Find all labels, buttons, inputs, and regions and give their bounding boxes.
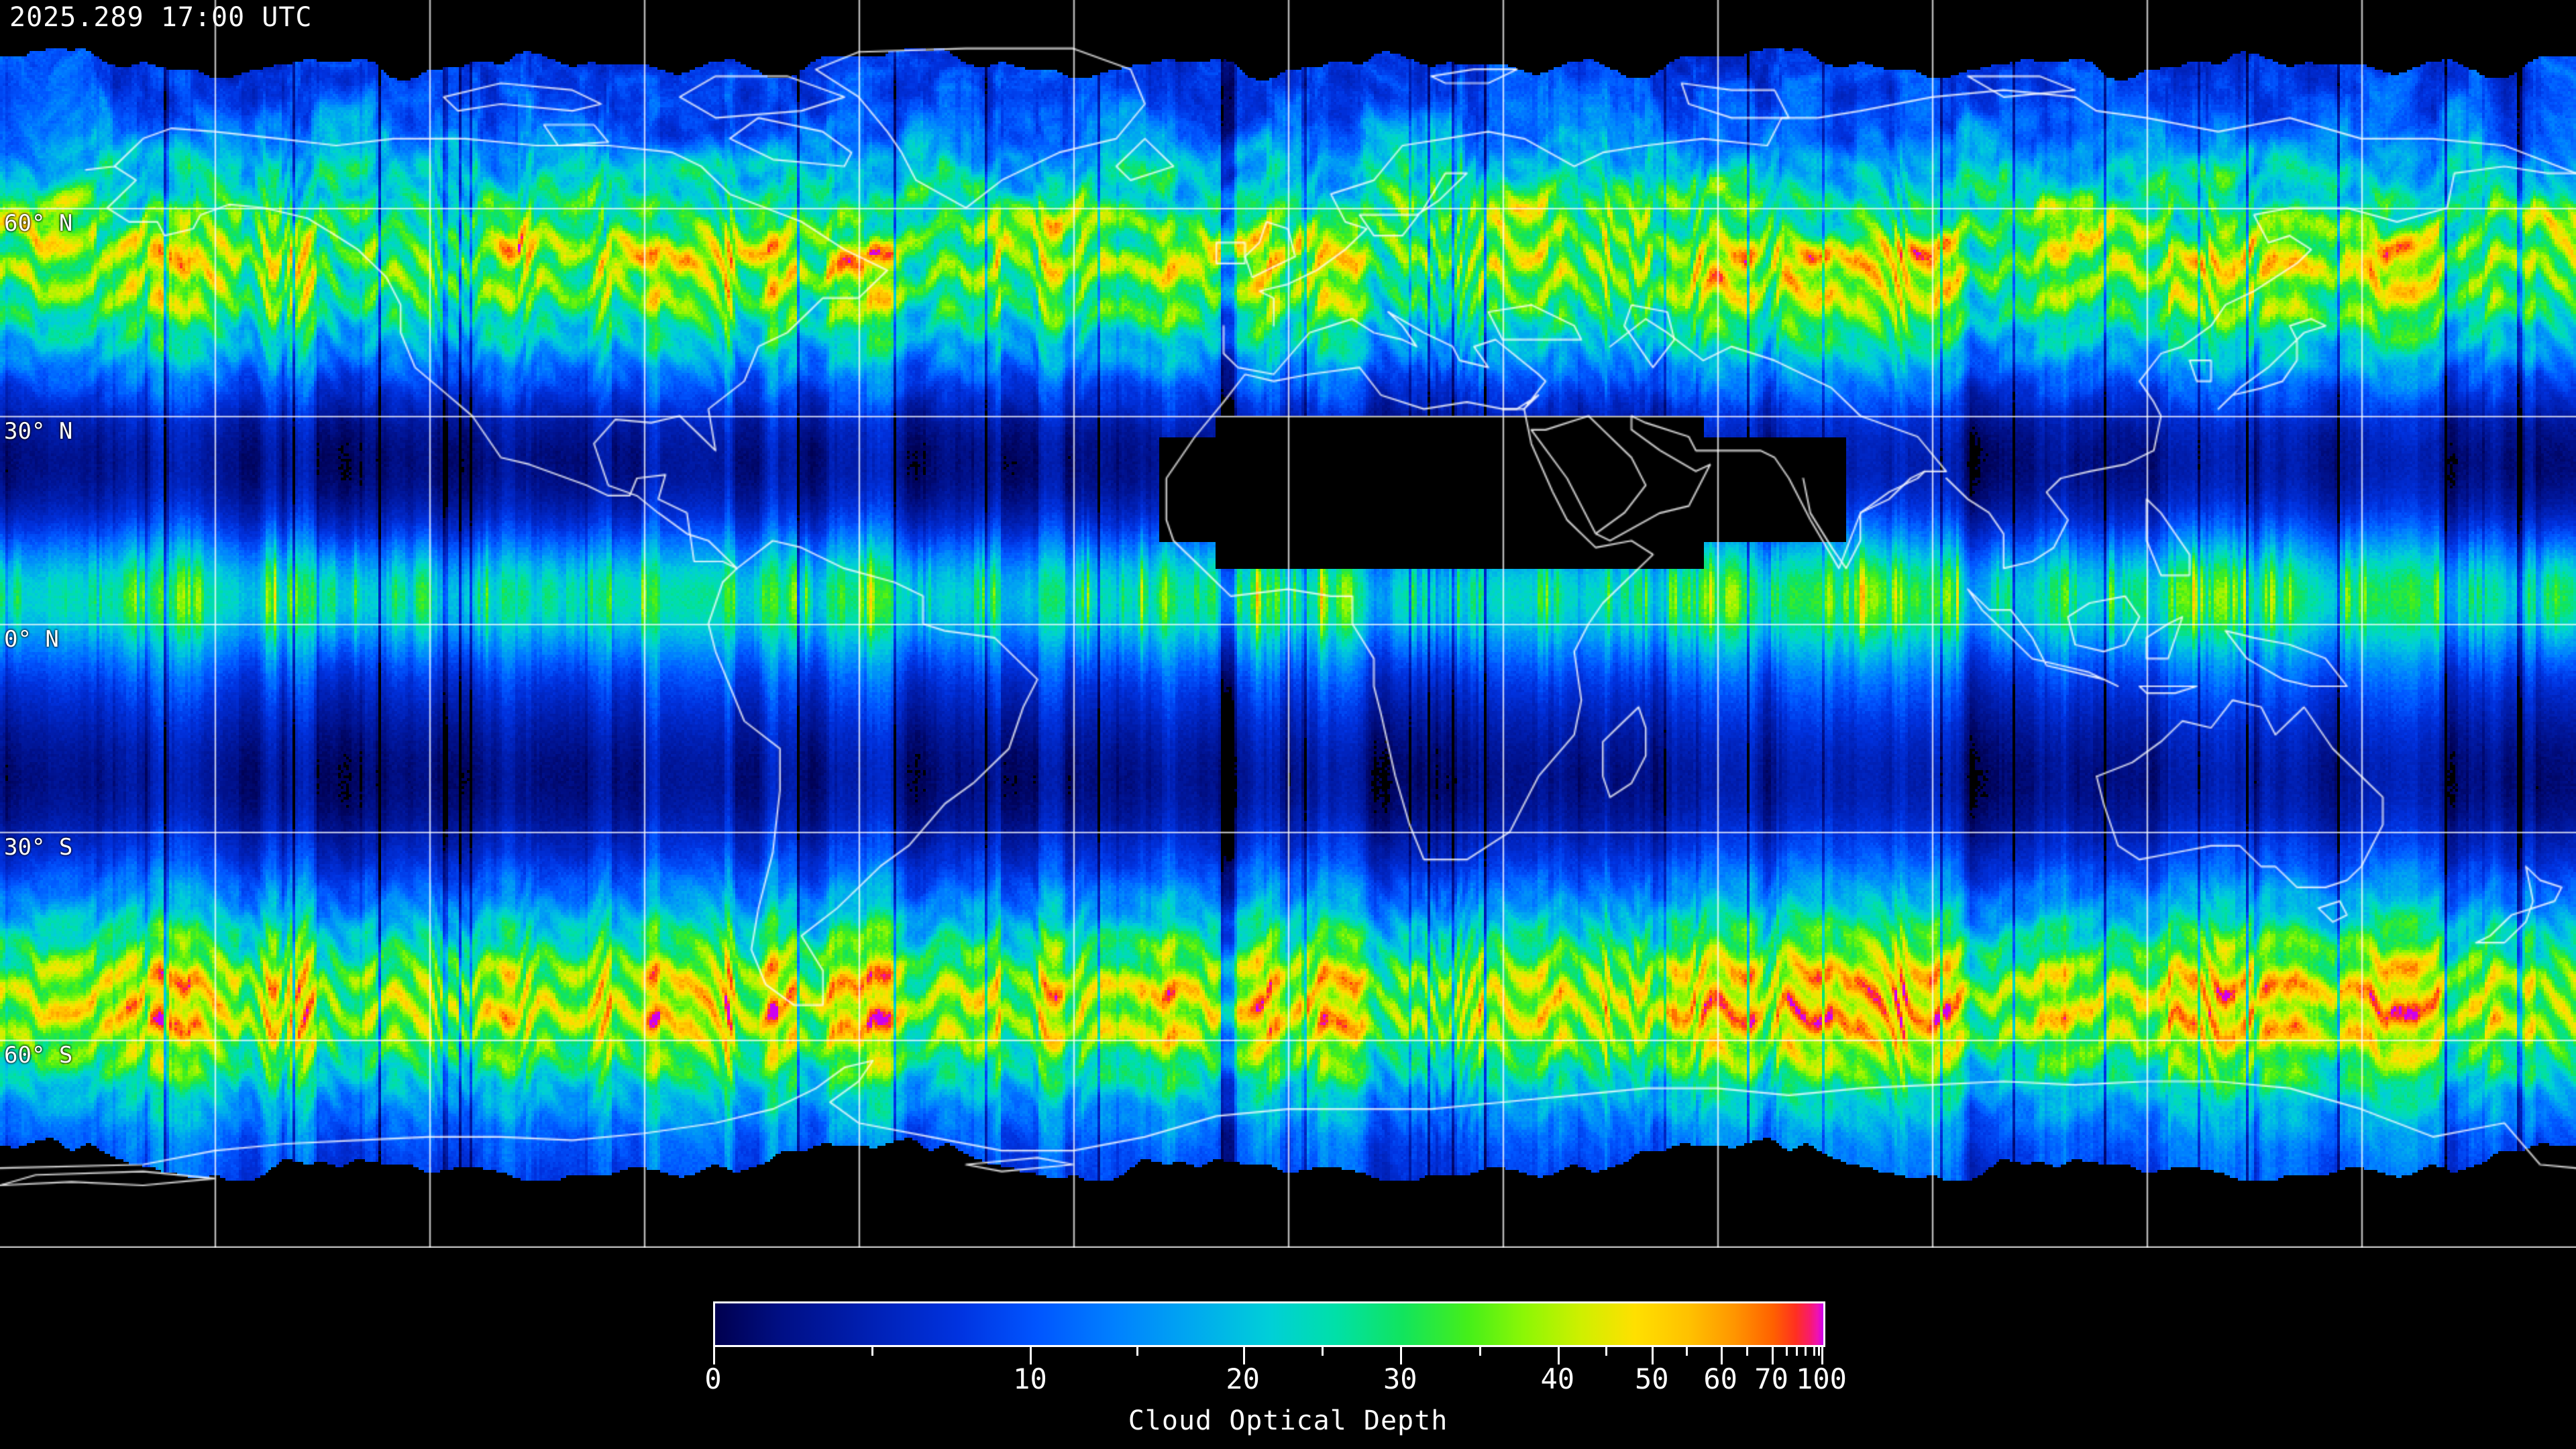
colorbar-panel: 0 10 20 30 40 50 60 70 100 Cloud Optical Depth: [0, 1248, 2576, 1449]
latitude-label: 0° N: [4, 626, 59, 653]
colorbar-major-tick: [713, 1347, 715, 1364]
colorbar-major-tick: [1821, 1347, 1823, 1364]
colorbar-minor-tick: [1136, 1347, 1139, 1356]
colorbar-minor-tick: [1479, 1347, 1481, 1356]
colorbar-tick-label: 20: [1226, 1362, 1260, 1395]
colorbar-major-tick: [1242, 1347, 1245, 1364]
latitude-label: 60° N: [4, 210, 73, 237]
graticule-overlay: [0, 0, 2576, 1248]
colorbar-minor-tick: [1818, 1347, 1821, 1356]
colorbar: [713, 1301, 1825, 1347]
global-map: 60° N 30° N 0° N 30° S 60° S: [0, 0, 2576, 1248]
colorbar-minor-tick: [1321, 1347, 1324, 1356]
colorbar-minor-tick: [1746, 1347, 1748, 1356]
colorbar-major-tick: [1557, 1347, 1560, 1364]
colorbar-tick-label: 100: [1796, 1362, 1847, 1395]
colorbar-title: Cloud Optical Depth: [1128, 1405, 1448, 1436]
colorbar-gradient: [715, 1303, 1823, 1345]
colorbar-tick-label: 10: [1013, 1362, 1047, 1395]
colorbar-minor-tick: [1686, 1347, 1688, 1356]
colorbar-tick-label: 40: [1540, 1362, 1575, 1395]
colorbar-tick-label: 50: [1634, 1362, 1669, 1395]
colorbar-minor-tick: [871, 1347, 874, 1356]
colorbar-minor-tick: [1813, 1347, 1816, 1356]
colorbar-tick-label: 30: [1383, 1362, 1417, 1395]
colorbar-major-tick: [1720, 1347, 1723, 1364]
colorbar-minor-tick: [1796, 1347, 1798, 1356]
colorbar-major-tick: [1400, 1347, 1403, 1364]
timestamp-label: 2025.289 17:00 UTC: [9, 2, 313, 33]
colorbar-major-tick: [1652, 1347, 1654, 1364]
colorbar-minor-tick: [1786, 1347, 1788, 1356]
colorbar-major-tick: [1771, 1347, 1774, 1364]
colorbar-minor-tick: [1605, 1347, 1607, 1356]
colorbar-ticks: [713, 1347, 1823, 1367]
colorbar-tick-labels: 0 10 20 30 40 50 60 70 100: [0, 1365, 2576, 1400]
colorbar-tick-label: 70: [1754, 1362, 1788, 1395]
latitude-label: 30° N: [4, 418, 73, 445]
latitude-label: 30° S: [4, 834, 73, 861]
colorbar-tick-label: 60: [1703, 1362, 1737, 1395]
latitude-label: 60° S: [4, 1042, 73, 1069]
colorbar-major-tick: [1030, 1347, 1032, 1364]
colorbar-minor-tick: [1805, 1347, 1807, 1356]
colorbar-tick-label: 0: [704, 1362, 722, 1395]
